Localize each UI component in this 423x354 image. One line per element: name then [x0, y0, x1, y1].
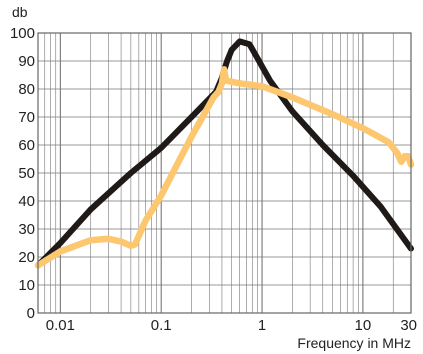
x-tick-label: 1	[258, 317, 266, 334]
y-tick-label: 10	[18, 277, 35, 294]
black-series-line	[35, 38, 414, 269]
x-tick-label: 10	[355, 317, 372, 334]
series-lines	[34, 38, 415, 269]
y-tick-label: 60	[18, 137, 35, 154]
y-tick-label: 80	[18, 81, 35, 98]
y-tick-label: 90	[18, 53, 35, 70]
y-tick-label: 100	[10, 25, 35, 42]
y-tick-label: 40	[18, 193, 35, 210]
y-tick-label: 50	[18, 165, 35, 182]
y-axis-label: db	[12, 4, 28, 20]
yellow-series-line	[34, 66, 415, 269]
x-tick-label: 0.01	[46, 317, 75, 334]
x-tick-label: 30	[400, 317, 417, 334]
y-tick-labels: 0 10 20 30 40 50 60 70 80 90 100	[10, 25, 35, 322]
grid-lines	[38, 33, 411, 313]
x-tick-label: 0.1	[151, 317, 172, 334]
y-tick-label: 20	[18, 249, 35, 266]
y-tick-label: 30	[18, 221, 35, 238]
x-tick-labels: 0.01 0.1 1 10 30	[46, 317, 417, 334]
y-tick-label: 70	[18, 109, 35, 126]
plot-frame	[37, 32, 412, 314]
x-axis-label: Frequency in MHz	[297, 335, 411, 351]
y-tick-label: 0	[27, 305, 35, 322]
